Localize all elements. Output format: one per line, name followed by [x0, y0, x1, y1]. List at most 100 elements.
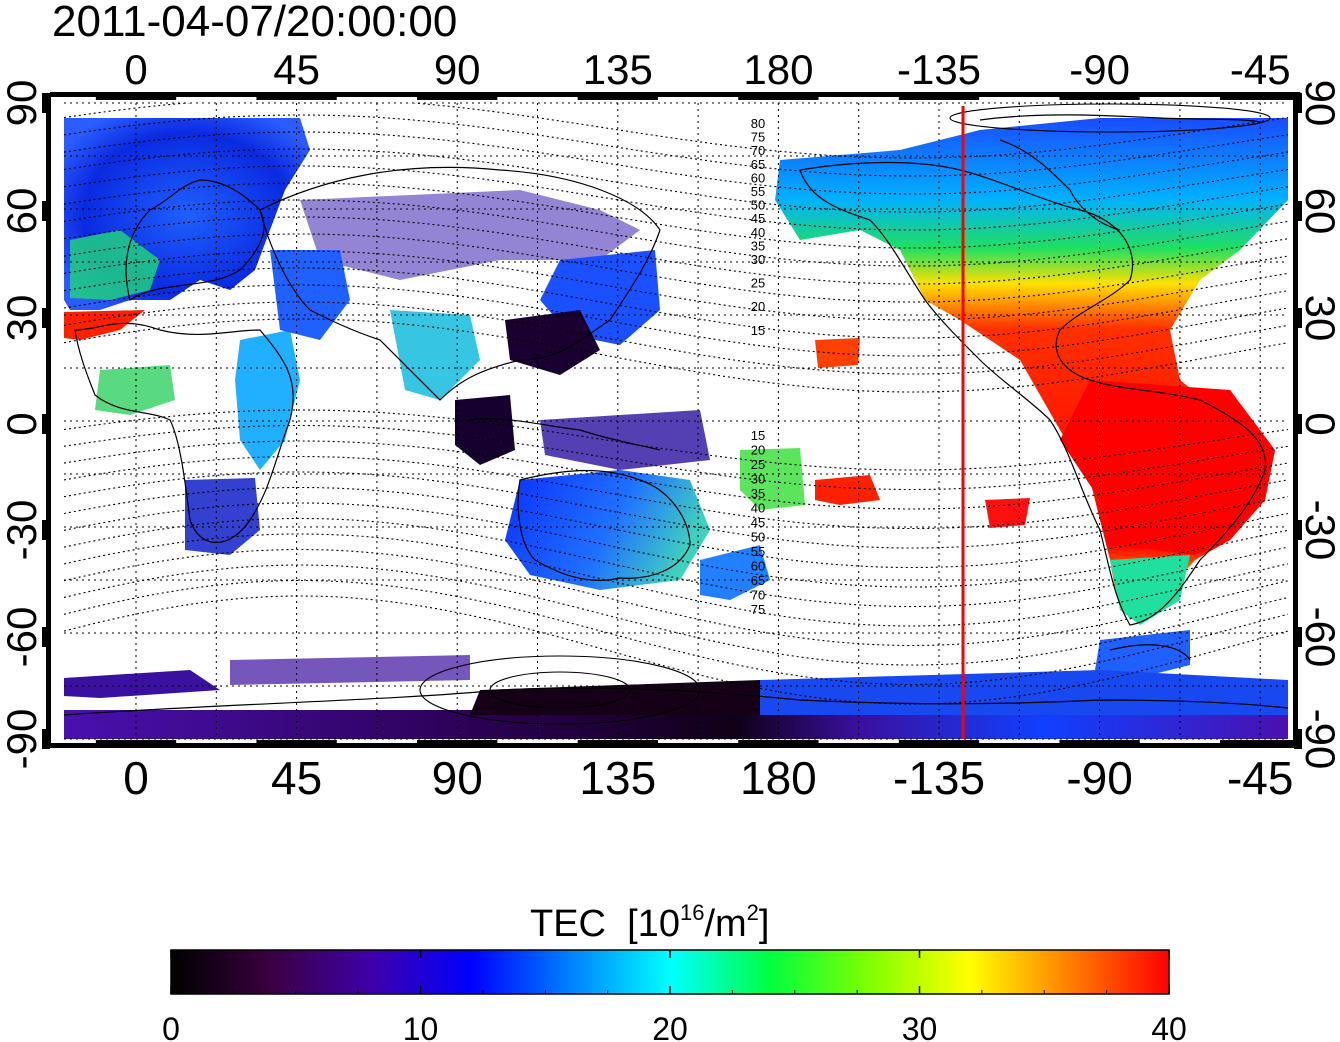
top-lon-label: 0 — [124, 46, 147, 93]
tec-pacific-red — [815, 475, 880, 505]
top-lon-label: -45 — [1230, 46, 1291, 93]
colorbar-unit-exp: 16 — [679, 900, 705, 925]
colorbar-tick-label: 0 — [162, 1011, 180, 1042]
top-lon-label: 135 — [583, 46, 653, 93]
top-lon-label: -135 — [897, 46, 981, 93]
bottom-axis-tick — [1059, 740, 1140, 748]
colorbar-unit-mid: /m — [704, 903, 747, 945]
left-axis-tick — [42, 520, 50, 540]
contour-label-north: 35 — [751, 238, 765, 253]
tec-antarctic-peninsula — [1095, 630, 1190, 680]
tec-africa-west — [95, 365, 175, 415]
contour-label-south: 50 — [751, 530, 765, 545]
contour-label-south: 40 — [751, 501, 765, 516]
contour-north — [64, 131, 1288, 195]
colorbar-tick-label: 30 — [902, 1011, 938, 1042]
right-axis-tick — [1294, 93, 1302, 113]
contour-south — [64, 424, 1288, 491]
tec-southern-ocean-purple — [230, 655, 470, 685]
contour-north — [64, 301, 1288, 375]
contour-south — [64, 471, 1288, 549]
bottom-axis-tick — [417, 740, 498, 748]
right-axis-tick — [1294, 520, 1302, 540]
colorbar-tick-label: 10 — [403, 1011, 439, 1042]
colorbar-title-text: TEC — [530, 903, 606, 945]
top-axis-tick — [1059, 92, 1140, 100]
tec-antarctic-band — [64, 710, 1288, 739]
contour-label-north: 60 — [751, 170, 765, 185]
contour-north — [64, 318, 1288, 393]
contour-label-south: 20 — [751, 443, 765, 458]
contour-label-north: 30 — [751, 252, 765, 267]
contour-south — [64, 533, 1288, 627]
tec-indonesia — [540, 410, 710, 470]
contour-south — [64, 517, 1288, 608]
contour-north — [64, 233, 1288, 303]
contour-label-south: 30 — [751, 472, 765, 487]
top-axis-tick — [417, 92, 498, 100]
contour-south — [64, 440, 1288, 510]
contour-north — [64, 284, 1288, 357]
tec-china-dark — [505, 310, 600, 375]
colorbar-tick-label: 20 — [652, 1011, 688, 1042]
tec-siberia — [300, 190, 640, 280]
contour-label-south: 35 — [751, 486, 765, 501]
contour-label-north: 50 — [751, 198, 765, 213]
tec-south-america-red — [1060, 380, 1275, 555]
contour-label-north: 70 — [751, 143, 765, 158]
tec-s-america-south — [1110, 555, 1190, 625]
right-lat-label: -90 — [1297, 709, 1340, 770]
south-pole-contour — [489, 671, 631, 709]
left-lat-label: -60 — [0, 607, 45, 668]
contour-label-south: 25 — [751, 457, 765, 472]
bottom-axis-tick — [738, 740, 819, 748]
contour-label-south: 65 — [751, 573, 765, 588]
top-lon-label: 45 — [273, 46, 320, 93]
top-axis-tick — [898, 92, 980, 100]
left-latitude-labels: 90 60 30 0 -30 -60 -90 — [0, 80, 45, 770]
right-lat-label: -30 — [1297, 500, 1340, 561]
contour-north — [64, 199, 1288, 267]
bottom-lon-label: 135 — [579, 752, 656, 804]
contour-label-north: 45 — [751, 211, 765, 226]
left-lat-label: 60 — [0, 188, 45, 235]
tec-se-asia — [455, 395, 515, 465]
contour-label-north: 40 — [751, 225, 765, 240]
contour-south — [64, 548, 1288, 647]
right-axis-tick — [1294, 627, 1302, 647]
bottom-lon-label: 0 — [123, 752, 149, 804]
top-axis-tick — [577, 92, 658, 100]
contour-label-north: 65 — [751, 157, 765, 172]
top-axis-tick — [256, 92, 337, 100]
right-axis-tick — [1294, 729, 1302, 749]
top-lon-label: -90 — [1069, 46, 1130, 93]
bottom-axis-tick — [577, 740, 658, 748]
right-lat-label: 30 — [1297, 295, 1340, 342]
right-lat-label: 0 — [1297, 412, 1340, 435]
bottom-axis-tick — [95, 740, 177, 748]
contour-label-south: 45 — [751, 515, 765, 530]
left-axis-tick — [42, 308, 50, 328]
left-lat-label: -90 — [0, 709, 45, 770]
south-pole-contour — [419, 655, 701, 725]
tec-africa-east — [235, 330, 300, 470]
top-lon-label: 90 — [434, 46, 481, 93]
left-axis-tick — [42, 414, 50, 434]
bottom-lon-label: -90 — [1066, 752, 1132, 804]
contour-label-north: 55 — [751, 184, 765, 199]
right-lat-label: -60 — [1297, 607, 1340, 668]
left-axis-tick — [42, 93, 50, 113]
map-timestamp: 2011-04-07/20:00:00 — [52, 0, 458, 46]
bottom-lon-label: 180 — [740, 752, 817, 804]
colorbar-unit-base: [10 — [627, 903, 680, 945]
left-lat-label: -30 — [0, 500, 45, 561]
tec-north-africa-red — [64, 310, 145, 340]
contour-north — [64, 103, 1288, 159]
bottom-lon-label: -45 — [1227, 752, 1293, 804]
north-pole-contour — [949, 103, 1271, 133]
left-axis-tick — [42, 627, 50, 647]
left-lat-label: 30 — [0, 295, 45, 342]
tec-hawaii — [815, 338, 860, 368]
tec-nz — [700, 545, 770, 600]
